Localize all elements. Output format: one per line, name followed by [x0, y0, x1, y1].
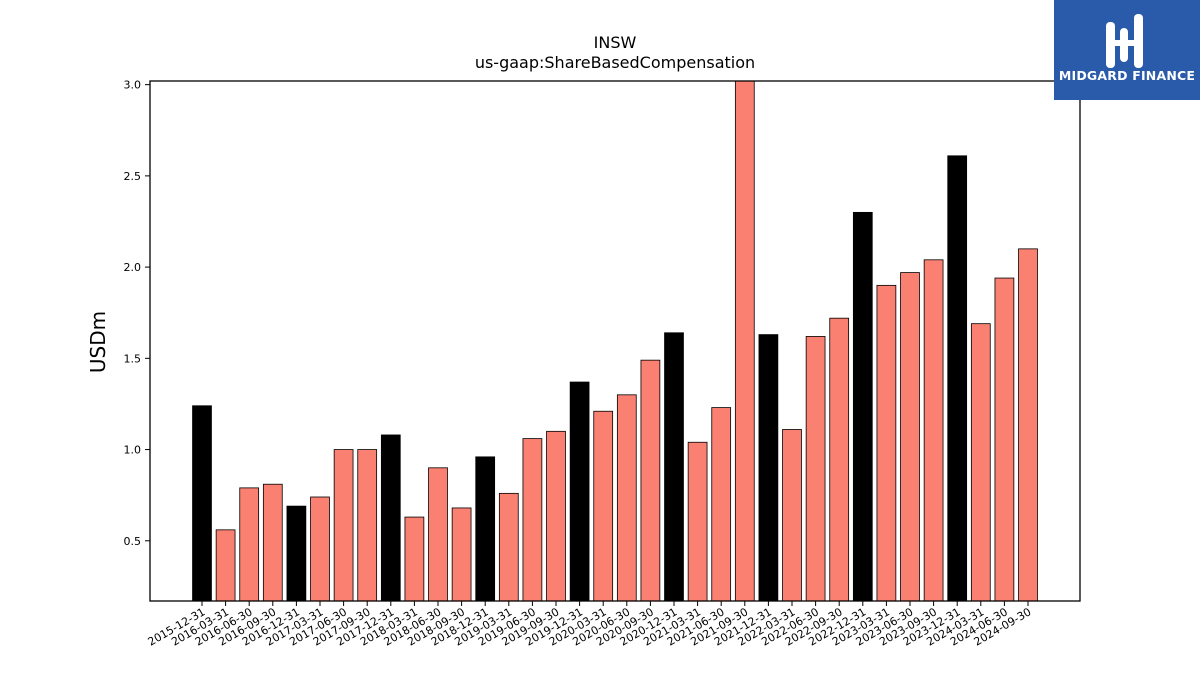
bar-2021-09-30: [734, 80, 755, 602]
bar-2016-06-30: [239, 487, 260, 602]
bar-2019-12-31: [569, 381, 590, 602]
bar-2017-03-31: [310, 496, 330, 602]
bar-2023-03-31: [876, 284, 897, 602]
bar-2019-09-30: [546, 430, 566, 602]
bar-2022-12-31: [852, 211, 873, 602]
bar-2017-09-30: [357, 449, 378, 602]
bar-2024-09-30: [1018, 248, 1038, 602]
bar-2024-06-30: [994, 277, 1015, 602]
bar-2017-06-30: [333, 449, 354, 602]
bar-2016-09-30: [262, 483, 283, 602]
bar-2021-06-30: [711, 407, 732, 602]
bar-2021-03-31: [687, 441, 708, 602]
logo-text: MIDGARD FINANCE: [1058, 68, 1196, 83]
bar-2020-12-31: [664, 332, 684, 602]
bar-2023-12-31: [947, 155, 968, 602]
bar-2018-09-30: [451, 507, 472, 602]
chart-title: INSW: [594, 33, 637, 52]
x-axis: 2015-12-312016-03-312016-06-302016-09-30…: [146, 601, 1034, 649]
bar-2018-06-30: [428, 467, 448, 602]
bar-2018-12-31: [475, 456, 496, 602]
y-tick-label: 1.0: [124, 444, 142, 457]
y-axis-label: USDm: [86, 311, 110, 373]
bar-2015-12-31: [192, 405, 212, 602]
bar-2018-03-31: [404, 516, 425, 602]
brand-logo: MIDGARD FINANCE: [1054, 0, 1200, 100]
bar-2021-12-31: [758, 334, 779, 602]
bar-2017-12-31: [380, 434, 401, 602]
y-tick-label: 2.5: [124, 170, 142, 183]
bar-2022-06-30: [805, 336, 826, 602]
bar-2022-09-30: [829, 317, 850, 602]
bar-2024-03-31: [970, 323, 991, 602]
bar-2019-06-30: [522, 438, 543, 602]
bar-2016-03-31: [215, 529, 236, 602]
plot-frame: [149, 80, 1081, 602]
y-axis: 0.5 1.0 1.5 2.0 2.5 3.0: [124, 79, 150, 548]
chart-subtitle: us-gaap:ShareBasedCompensation: [475, 53, 755, 72]
bar-2020-09-30: [640, 359, 661, 602]
bar-2023-06-30: [900, 272, 920, 602]
bar-2022-03-31: [782, 429, 802, 602]
bars-group: [192, 80, 1038, 602]
bar-2016-12-31: [286, 505, 307, 602]
y-tick-label: 1.5: [124, 352, 142, 365]
bar-2020-06-30: [616, 394, 637, 602]
bar-2023-09-30: [923, 259, 944, 602]
logo-mark-icon: [1106, 14, 1143, 68]
bar-2019-03-31: [498, 492, 519, 602]
y-tick-label: 2.0: [124, 261, 142, 274]
y-tick-label: 0.5: [124, 535, 142, 548]
bar-2020-03-31: [593, 410, 614, 602]
y-tick-label: 3.0: [124, 79, 142, 92]
